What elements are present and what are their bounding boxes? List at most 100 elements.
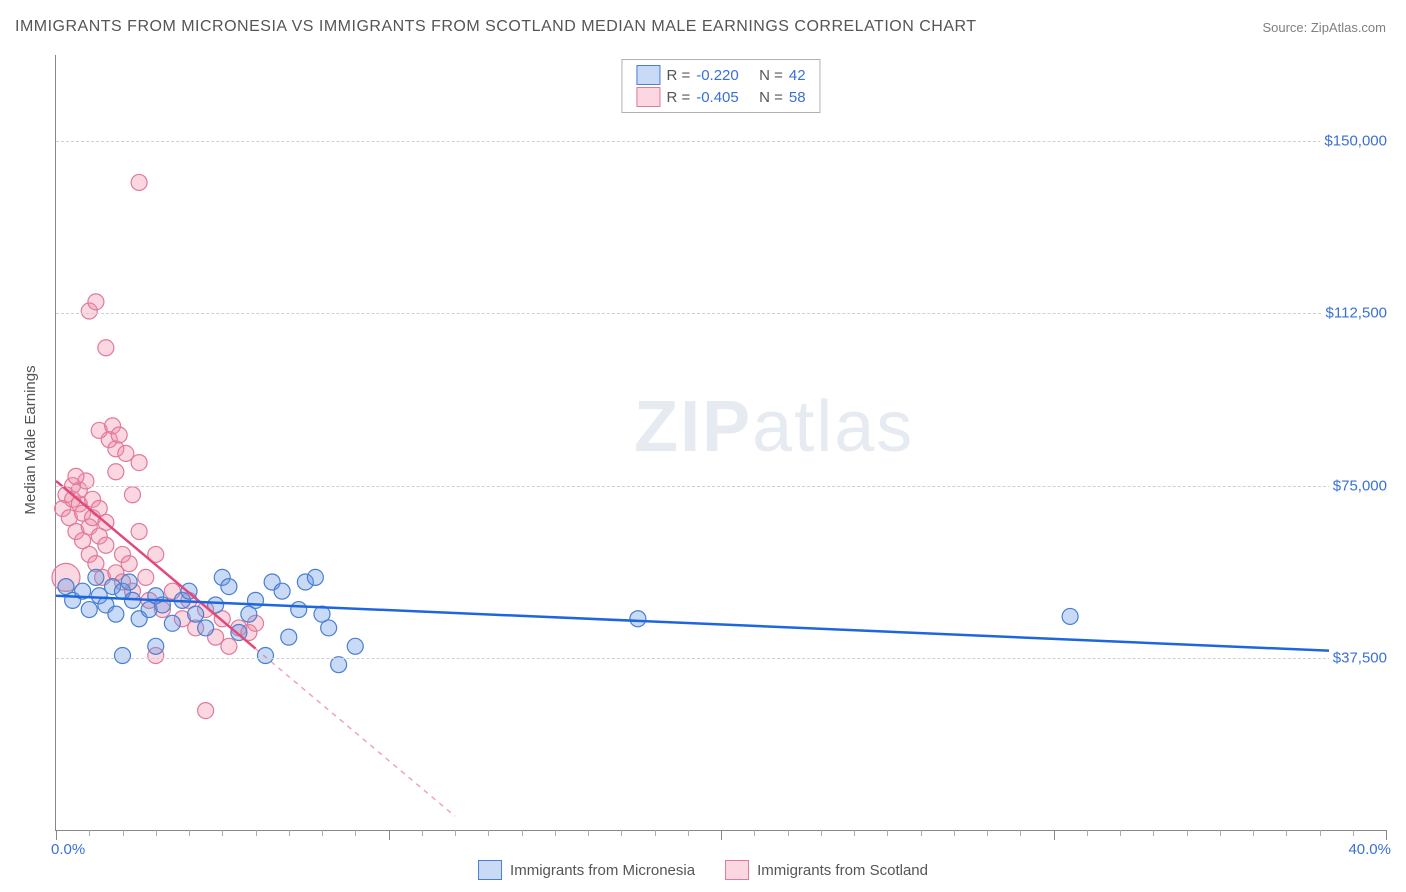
- x-tick-minor: [788, 830, 790, 836]
- x-tick-minor: [156, 830, 158, 836]
- r-label: R =: [666, 89, 690, 106]
- data-point-scotland: [108, 464, 124, 480]
- data-point-micronesia: [164, 615, 180, 631]
- gridline: [56, 486, 1386, 487]
- x-tick-minor: [355, 830, 357, 836]
- x-tick-minor: [621, 830, 623, 836]
- data-point-scotland: [121, 556, 137, 572]
- data-point-micronesia: [81, 602, 97, 618]
- data-point-micronesia: [347, 638, 363, 654]
- data-point-micronesia: [274, 583, 290, 599]
- x-tick-major: [389, 830, 391, 840]
- x-tick-minor: [754, 830, 756, 836]
- x-tick-minor: [422, 830, 424, 836]
- swatch-scotland: [636, 87, 660, 107]
- x-tick-minor: [189, 830, 191, 836]
- y-axis-label: Median Male Earnings: [22, 365, 39, 514]
- data-point-scotland: [198, 703, 214, 719]
- n-value-scotland: 58: [789, 89, 806, 106]
- chart-title: IMMIGRANTS FROM MICRONESIA VS IMMIGRANTS…: [15, 18, 977, 36]
- x-tick-minor: [123, 830, 125, 836]
- data-point-scotland: [98, 340, 114, 356]
- data-point-micronesia: [198, 620, 214, 636]
- data-point-scotland: [88, 294, 104, 310]
- x-tick-minor: [289, 830, 291, 836]
- x-tick-minor: [588, 830, 590, 836]
- x-tick-minor: [987, 830, 989, 836]
- x-tick-minor: [522, 830, 524, 836]
- x-tick-minor: [887, 830, 889, 836]
- source-attribution: Source: ZipAtlas.com: [1262, 20, 1386, 35]
- y-tick-label: $37,500: [1329, 649, 1391, 666]
- data-point-micronesia: [307, 569, 323, 585]
- n-label: N =: [759, 67, 783, 84]
- data-point-scotland: [68, 468, 84, 484]
- x-tick-minor: [1187, 830, 1189, 836]
- legend-label-scotland: Immigrants from Scotland: [757, 862, 928, 879]
- trend-line-dashed-scotland: [256, 649, 456, 817]
- x-tick-minor: [921, 830, 923, 836]
- data-point-micronesia: [188, 606, 204, 622]
- data-point-micronesia: [115, 647, 131, 663]
- data-point-micronesia: [88, 569, 104, 585]
- y-tick-label: $112,500: [1322, 305, 1391, 322]
- x-tick-minor: [1220, 830, 1222, 836]
- gridline: [56, 141, 1386, 142]
- x-tick-minor: [555, 830, 557, 836]
- x-tick-minor: [688, 830, 690, 836]
- r-label: R =: [666, 67, 690, 84]
- data-point-micronesia: [148, 638, 164, 654]
- data-point-micronesia: [630, 611, 646, 627]
- data-point-micronesia: [321, 620, 337, 636]
- data-point-scotland: [131, 523, 147, 539]
- x-tick-minor: [655, 830, 657, 836]
- data-point-micronesia: [1062, 608, 1078, 624]
- series-legend: Immigrants from Micronesia Immigrants fr…: [478, 860, 928, 880]
- x-tick-major: [1386, 830, 1388, 840]
- data-point-micronesia: [281, 629, 297, 645]
- n-value-micronesia: 42: [789, 67, 806, 84]
- data-point-scotland: [221, 638, 237, 654]
- data-point-scotland: [131, 174, 147, 190]
- x-tick-minor: [821, 830, 823, 836]
- x-tick-minor: [222, 830, 224, 836]
- r-value-micronesia: -0.220: [696, 67, 739, 84]
- plot-area: ZIPatlas R = -0.220 N = 42 R = -0.405 N …: [55, 55, 1386, 831]
- swatch-micronesia: [636, 65, 660, 85]
- data-point-micronesia: [257, 647, 273, 663]
- x-tick-minor: [854, 830, 856, 836]
- trend-line-scotland: [56, 481, 256, 649]
- chart-svg: [56, 55, 1386, 830]
- x-axis-min-label: 0.0%: [51, 841, 85, 858]
- x-tick-minor: [89, 830, 91, 836]
- x-tick-minor: [1286, 830, 1288, 836]
- y-tick-label: $75,000: [1329, 477, 1391, 494]
- legend-label-micronesia: Immigrants from Micronesia: [510, 862, 695, 879]
- x-axis-max-label: 40.0%: [1348, 841, 1391, 858]
- swatch-micronesia: [478, 860, 502, 880]
- stats-row-scotland: R = -0.405 N = 58: [636, 86, 805, 108]
- n-label: N =: [759, 89, 783, 106]
- data-point-scotland: [98, 537, 114, 553]
- stats-row-micronesia: R = -0.220 N = 42: [636, 64, 805, 86]
- r-value-scotland: -0.405: [696, 89, 739, 106]
- x-tick-major: [721, 830, 723, 840]
- legend-item-micronesia: Immigrants from Micronesia: [478, 860, 695, 880]
- x-tick-minor: [256, 830, 258, 836]
- gridline: [56, 313, 1386, 314]
- x-tick-minor: [1087, 830, 1089, 836]
- x-tick-minor: [1120, 830, 1122, 836]
- source-name: ZipAtlas.com: [1311, 20, 1386, 35]
- x-tick-major: [1054, 830, 1056, 840]
- data-point-micronesia: [331, 657, 347, 673]
- data-point-scotland: [138, 569, 154, 585]
- data-point-micronesia: [108, 606, 124, 622]
- y-tick-label: $150,000: [1320, 133, 1391, 150]
- swatch-scotland: [725, 860, 749, 880]
- data-point-scotland: [91, 422, 107, 438]
- x-tick-minor: [455, 830, 457, 836]
- data-point-micronesia: [291, 602, 307, 618]
- x-tick-minor: [1253, 830, 1255, 836]
- x-tick-minor: [1353, 830, 1355, 836]
- data-point-scotland: [131, 455, 147, 471]
